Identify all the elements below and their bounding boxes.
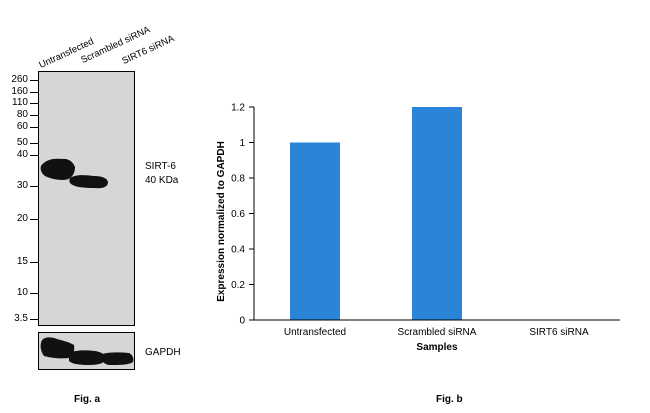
y-tick-label: 1.2 [231,103,245,114]
mw-marker-110: 110 [12,97,28,108]
y-tick-label: 0.6 [231,209,245,220]
y-tick-label: 0.8 [231,174,245,185]
mw-marker-50: 50 [16,137,28,148]
x-axis: Untransfected Scrambled siRNA SIRT6 siRNA [254,319,620,338]
mw-marker-260: 260 [11,74,28,85]
gapdh-blot [38,332,135,370]
y-axis-title: Expression normalized to GAPDH [216,141,227,302]
mw-tick [30,103,38,104]
y-tick-label: 0.4 [231,245,245,256]
x-tick-label: SIRT6 siRNA [529,327,589,338]
sirt6-blot [38,71,135,326]
y-tick-label: 1 [239,138,245,149]
gapdh-band-scrambled-sirna [69,350,106,365]
bars [290,107,462,320]
y-axis: 0 0.2 0.4 0.6 0.8 1 1.2 [231,103,255,327]
bar-untransfected [290,142,340,320]
mw-marker-60: 60 [16,121,28,132]
mw-tick [30,115,38,116]
x-axis-title: Samples [416,342,458,353]
mw-marker-30: 30 [16,180,28,191]
mw-tick [30,92,38,93]
x-tick-label: Scrambled siRNA [398,327,477,338]
y-tick-label: 0 [239,316,245,327]
mw-tick [30,262,38,263]
mw-tick [30,186,38,187]
band-label-size: 40 KDa [145,175,179,186]
mw-tick [30,293,38,294]
mw-marker-20: 20 [16,213,28,224]
mw-marker-160: 160 [11,86,28,97]
band-untransfected [40,158,75,180]
gapdh-bands [40,337,134,365]
mw-tick [30,80,38,81]
mw-marker-80: 80 [16,109,28,120]
y-tick-label: 0.2 [231,280,245,291]
sirt6-bands [40,158,108,189]
band-label-name: SIRT-6 [145,161,176,172]
mw-tick [30,155,38,156]
band-scrambled-sirna [69,175,108,189]
gapdh-band-untransfected [40,337,75,359]
figure-b-caption: Fig. b [436,394,463,405]
mw-tick [30,219,38,220]
mw-tick [30,143,38,144]
bar-scrambled-sirna [412,107,462,320]
x-tick-label: Untransfected [284,327,346,338]
loading-control-label: GAPDH [145,347,181,358]
bar-chart: 0 0.2 0.4 0.6 0.8 1 1.2 Untransfected Scrambled… [216,103,620,353]
mw-tick [30,127,38,128]
mw-tick [30,319,38,320]
figure-a-caption: Fig. a [74,394,101,405]
gapdh-band-sirt6-sirna [101,352,134,365]
mw-marker-10: 10 [16,287,28,298]
mw-marker-40: 40 [16,149,28,160]
mw-marker-15: 15 [16,256,28,267]
mw-marker-3-5: 3.5 [14,313,28,324]
